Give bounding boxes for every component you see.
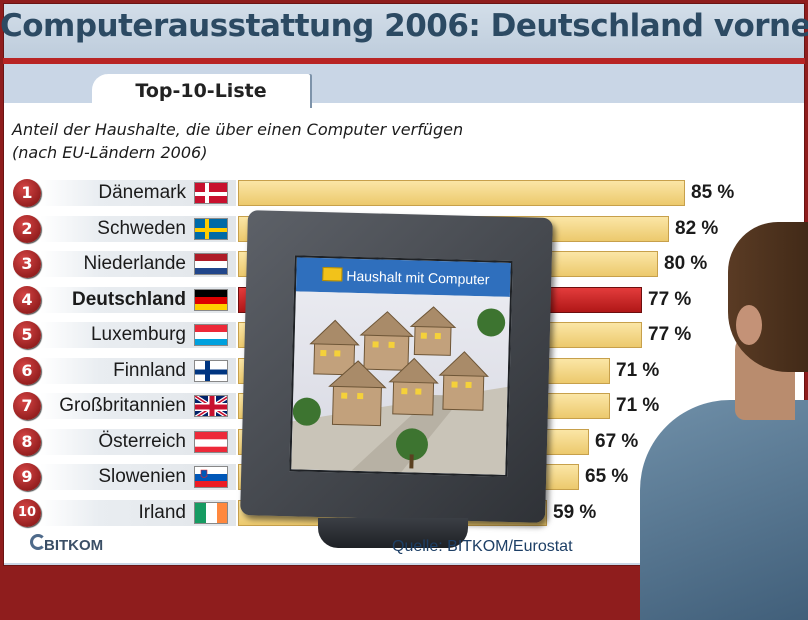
category-label: Luxemburg	[90, 324, 186, 345]
tab	[92, 74, 310, 108]
rank-badge: 9	[13, 463, 41, 491]
value-label: 65 %	[585, 466, 629, 487]
gb-flag-icon	[194, 395, 228, 417]
bar	[238, 180, 685, 206]
person-shoulder	[640, 400, 808, 620]
category-label: Schweden	[97, 218, 186, 239]
screen-header: Haushalt mit Computer	[295, 257, 511, 297]
folder-icon	[322, 267, 343, 282]
category-label: Deutschland	[71, 289, 186, 310]
value-label: 77 %	[648, 289, 692, 310]
monitor-illustration: Haushalt mit Computer	[240, 210, 553, 523]
rank-badge: 5	[13, 321, 41, 349]
bitkom-logo-text: BITKOM	[44, 537, 104, 554]
bitkom-logo-icon	[30, 534, 46, 550]
tab-label: Top-10-Liste	[135, 80, 267, 102]
nl-flag-icon	[194, 253, 228, 275]
value-label: 80 %	[664, 253, 708, 274]
category-label: Finnland	[113, 360, 186, 381]
value-label: 77 %	[648, 324, 692, 345]
rank-badge: 4	[13, 286, 41, 314]
person-head	[728, 222, 808, 372]
rank-badge: 6	[13, 357, 41, 385]
houses-icon	[291, 306, 508, 475]
ie-flag-icon	[194, 502, 228, 524]
category-label: Dänemark	[98, 182, 186, 203]
title-bar	[4, 4, 804, 62]
title-divider	[3, 58, 805, 64]
value-label: 71 %	[616, 360, 660, 381]
monitor-stand	[318, 518, 468, 548]
value-label: 71 %	[616, 395, 660, 416]
monitor-screen: Haushalt mit Computer	[289, 255, 513, 477]
dk-flag-icon	[194, 182, 228, 204]
rank-badge: 3	[13, 250, 41, 278]
rank-badge: 8	[13, 428, 41, 456]
value-label: 67 %	[595, 431, 639, 452]
rank-badge: 1	[13, 179, 41, 207]
value-label: 85 %	[691, 182, 735, 203]
rank-badge: 2	[13, 215, 41, 243]
value-label: 82 %	[675, 218, 719, 239]
lu-flag-icon	[194, 324, 228, 346]
rank-badge: 10	[13, 499, 41, 527]
subtitle-line-2: (nach EU-Ländern 2006)	[12, 143, 208, 162]
at-flag-icon	[194, 431, 228, 453]
screen-title: Haushalt mit Computer	[346, 267, 490, 288]
si-flag-icon	[194, 466, 228, 488]
chart-title: Computerausstattung 2006: Deutschland vo…	[0, 8, 808, 44]
fi-flag-icon	[194, 360, 228, 382]
rank-badge: 7	[13, 392, 41, 420]
source-note: Quelle: BITKOM/Eurostat	[392, 538, 573, 555]
category-label: Großbritannien	[59, 395, 186, 416]
village-scene	[291, 291, 510, 475]
chart-subtitle: Anteil der Haushalte, die über einen Com…	[12, 118, 572, 164]
category-label: Irland	[138, 502, 186, 523]
person-ear	[736, 305, 762, 345]
category-label: Österreich	[98, 431, 186, 452]
subtitle-line-1: Anteil der Haushalte, die über einen Com…	[12, 120, 464, 139]
value-label: 59 %	[553, 502, 597, 523]
se-flag-icon	[194, 218, 228, 240]
category-label: Niederlande	[83, 253, 186, 274]
category-label: Slowenien	[98, 466, 186, 487]
de-flag-icon	[194, 289, 228, 311]
